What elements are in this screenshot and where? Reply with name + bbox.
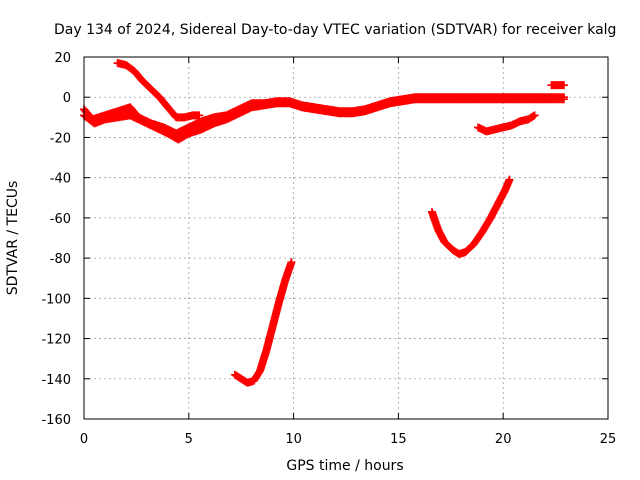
- y-tick-label: -40: [50, 172, 71, 187]
- x-tick-label: 5: [185, 432, 193, 447]
- data-point: [287, 258, 296, 267]
- x-axis-label: GPS time / hours: [286, 458, 403, 474]
- data-point: [529, 112, 538, 121]
- x-tick-label: 0: [80, 432, 88, 447]
- data-point: [559, 95, 568, 104]
- y-axis-ticks: 20 0 -20 -40 -60 -80 -100 -120 -140 -160: [41, 51, 608, 428]
- data-point: [559, 81, 568, 90]
- y-tick-label: 0: [63, 91, 71, 106]
- y-tick-label: -100: [41, 292, 71, 307]
- y-tick-label: -120: [41, 333, 71, 348]
- x-axis-ticks: 0 5 10 15 20 25: [80, 57, 616, 447]
- y-tick-label: -80: [50, 252, 71, 267]
- data-point: [505, 175, 514, 184]
- series-early-pass: [113, 59, 204, 122]
- x-tick-label: 10: [285, 432, 302, 447]
- y-tick-label: 20: [54, 51, 71, 66]
- y-tick-label: -160: [41, 413, 71, 428]
- y-axis-label: SDTVAR / TECUs: [5, 181, 21, 296]
- data-series: [80, 59, 568, 387]
- data-point: [195, 111, 204, 120]
- x-tick-label: 20: [495, 432, 512, 447]
- data-point: [530, 111, 539, 120]
- y-tick-label: -140: [41, 373, 71, 388]
- y-tick-label: -20: [50, 131, 71, 146]
- chart-title: Day 134 of 2024, Sidereal Day-to-day VTE…: [54, 22, 616, 38]
- y-tick-label: -60: [50, 212, 71, 227]
- plot-frame: [83, 56, 609, 420]
- x-tick-label: 15: [390, 432, 407, 447]
- x-tick-label: 25: [600, 432, 617, 447]
- series-main-band-lower: [80, 95, 568, 144]
- series-end-blip: [547, 81, 568, 90]
- series-pass-16-20h: [427, 175, 514, 259]
- series-pass-19-21h: [474, 111, 539, 136]
- series-pass-07-10h: [230, 258, 296, 387]
